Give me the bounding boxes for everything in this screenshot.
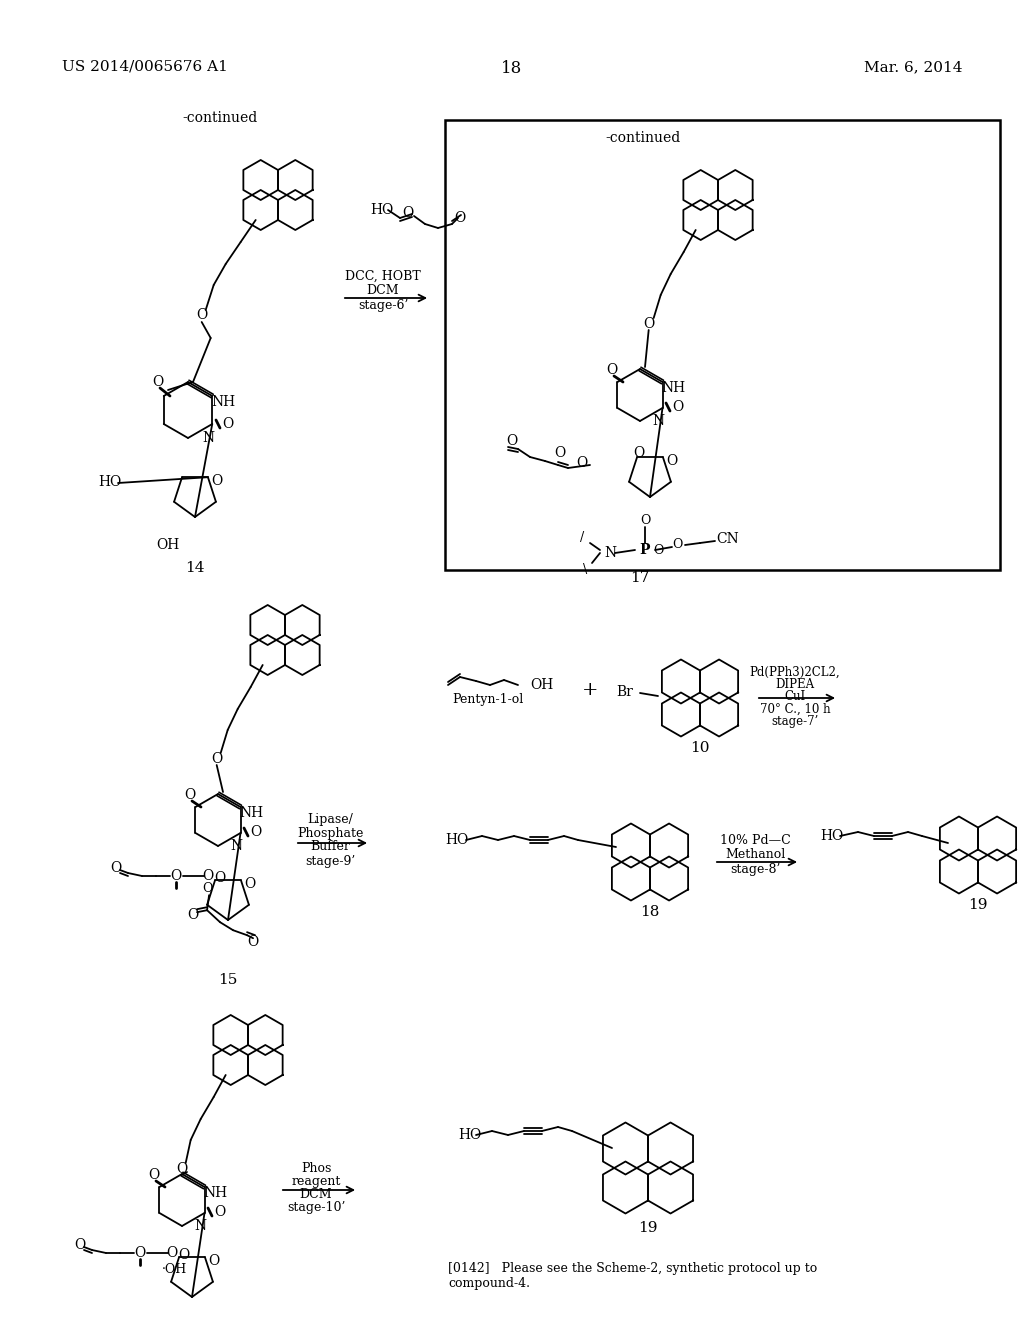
Text: O: O bbox=[196, 308, 207, 322]
Text: O: O bbox=[202, 882, 212, 895]
Text: O: O bbox=[653, 544, 664, 557]
Text: ·OH: ·OH bbox=[162, 1263, 186, 1275]
Text: Br: Br bbox=[616, 685, 633, 700]
Text: O: O bbox=[507, 434, 517, 447]
Text: stage-7’: stage-7’ bbox=[771, 714, 818, 727]
Text: 19: 19 bbox=[969, 898, 988, 912]
Text: stage-8’: stage-8’ bbox=[730, 863, 780, 876]
Text: P: P bbox=[640, 543, 650, 557]
Text: O: O bbox=[187, 908, 199, 923]
Text: US 2014/0065676 A1: US 2014/0065676 A1 bbox=[62, 59, 228, 74]
Text: O: O bbox=[554, 446, 565, 459]
Text: O: O bbox=[577, 455, 588, 470]
Text: Buffer: Buffer bbox=[310, 840, 350, 853]
Text: O: O bbox=[208, 1254, 219, 1269]
Text: O: O bbox=[184, 788, 196, 803]
Text: O: O bbox=[643, 317, 654, 331]
Text: N: N bbox=[604, 546, 616, 560]
Text: stage-10’: stage-10’ bbox=[287, 1201, 345, 1214]
Text: Lipase/: Lipase/ bbox=[307, 813, 353, 826]
Text: Phosphate: Phosphate bbox=[297, 826, 364, 840]
Text: NH: NH bbox=[239, 807, 263, 820]
Text: -continued: -continued bbox=[182, 111, 258, 125]
Text: HO: HO bbox=[445, 833, 468, 847]
Text: O: O bbox=[166, 1246, 177, 1261]
Text: 10: 10 bbox=[690, 741, 710, 755]
Text: stage-6’: stage-6’ bbox=[357, 300, 409, 313]
Text: N: N bbox=[230, 840, 242, 853]
Text: DCM: DCM bbox=[367, 284, 399, 297]
Text: Phos: Phos bbox=[301, 1162, 331, 1175]
Text: 70° C., 10 h: 70° C., 10 h bbox=[760, 702, 830, 715]
Text: O: O bbox=[203, 869, 214, 883]
Bar bbox=[445, 120, 1000, 570]
Text: N: N bbox=[652, 414, 664, 428]
Text: O: O bbox=[214, 1205, 225, 1218]
Text: N: N bbox=[202, 432, 214, 445]
Text: O: O bbox=[153, 375, 164, 389]
Text: O: O bbox=[170, 869, 181, 883]
Text: NH: NH bbox=[660, 381, 685, 395]
Text: +: + bbox=[582, 681, 598, 700]
Text: O: O bbox=[75, 1238, 86, 1251]
Text: 15: 15 bbox=[218, 973, 238, 987]
Text: OH: OH bbox=[530, 678, 553, 692]
Text: NH: NH bbox=[211, 395, 236, 409]
Text: O: O bbox=[640, 513, 650, 527]
Text: stage-9’: stage-9’ bbox=[305, 855, 355, 869]
Text: 14: 14 bbox=[185, 561, 205, 576]
Text: N: N bbox=[194, 1218, 206, 1233]
Text: CN: CN bbox=[717, 532, 739, 546]
Text: O: O bbox=[634, 446, 645, 459]
Text: Pentyn-1-ol: Pentyn-1-ol bbox=[453, 693, 523, 705]
Text: O: O bbox=[673, 400, 684, 414]
Text: HO: HO bbox=[820, 829, 843, 843]
Text: HO: HO bbox=[458, 1129, 481, 1142]
Text: -continued: -continued bbox=[605, 131, 681, 145]
Text: O: O bbox=[148, 1168, 160, 1181]
Text: O: O bbox=[222, 417, 233, 432]
Text: O: O bbox=[111, 861, 122, 875]
Text: O: O bbox=[672, 539, 682, 552]
Text: CuI: CuI bbox=[784, 690, 806, 704]
Text: 19: 19 bbox=[638, 1221, 657, 1236]
Text: [0142]   Please see the Scheme-2, synthetic protocol up to
compound-4.: [0142] Please see the Scheme-2, syntheti… bbox=[449, 1262, 817, 1290]
Text: OH: OH bbox=[157, 539, 179, 552]
Text: Mar. 6, 2014: Mar. 6, 2014 bbox=[863, 59, 962, 74]
Text: O: O bbox=[606, 363, 617, 378]
Text: NH: NH bbox=[203, 1185, 227, 1200]
Text: 17: 17 bbox=[631, 572, 649, 585]
Text: reagent: reagent bbox=[291, 1175, 341, 1188]
Text: O: O bbox=[245, 876, 256, 891]
Text: O: O bbox=[211, 752, 222, 766]
Text: O: O bbox=[455, 211, 466, 224]
Text: DIPEA: DIPEA bbox=[775, 677, 814, 690]
Text: \: \ bbox=[583, 564, 587, 577]
Text: O: O bbox=[176, 1162, 187, 1176]
Text: O: O bbox=[667, 454, 678, 469]
Text: O: O bbox=[178, 1247, 189, 1262]
Text: O: O bbox=[402, 206, 414, 220]
Text: Pd(PPh3)2CL2,: Pd(PPh3)2CL2, bbox=[750, 665, 841, 678]
Text: Methanol: Methanol bbox=[725, 847, 785, 861]
Text: O: O bbox=[251, 825, 261, 840]
Text: 10% Pd—C: 10% Pd—C bbox=[720, 833, 791, 846]
Text: O: O bbox=[134, 1246, 145, 1261]
Text: O: O bbox=[211, 474, 222, 488]
Text: HO: HO bbox=[98, 475, 121, 488]
Text: HO: HO bbox=[370, 203, 393, 216]
Text: O: O bbox=[248, 935, 259, 949]
Text: 18: 18 bbox=[640, 906, 659, 919]
Text: 18: 18 bbox=[502, 59, 522, 77]
Text: /: / bbox=[580, 531, 584, 544]
Text: DCM: DCM bbox=[300, 1188, 333, 1200]
Text: DCC, HOBT: DCC, HOBT bbox=[345, 269, 421, 282]
Text: O: O bbox=[214, 871, 225, 884]
